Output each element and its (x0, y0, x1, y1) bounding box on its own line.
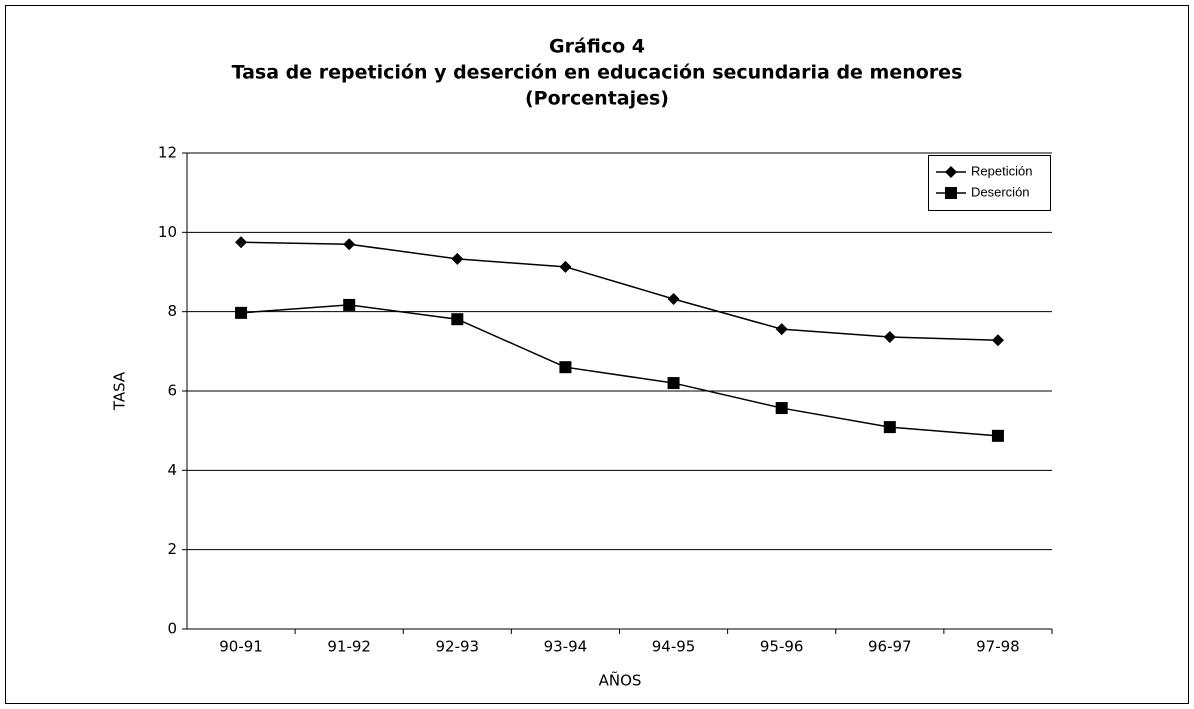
marker (451, 252, 464, 265)
x-tick-label: 93-94 (544, 638, 588, 656)
series-line (241, 304, 998, 437)
series-line (241, 241, 998, 341)
marker (235, 236, 248, 249)
marker (667, 292, 680, 305)
y-tick-label: 0 (167, 620, 177, 638)
marker (775, 323, 788, 336)
chart-title: (Porcentajes) (525, 88, 669, 110)
x-tick-label: 97-98 (976, 638, 1020, 656)
marker (235, 306, 248, 319)
frame (5, 5, 1189, 704)
y-tick-label: 12 (158, 144, 177, 162)
x-tick-label: 95-96 (760, 638, 804, 656)
marker (945, 187, 957, 199)
x-tick-label: 96-97 (868, 638, 912, 656)
legend-label: Repetición (971, 163, 1032, 178)
marker (343, 298, 356, 311)
x-tick-label: 91-92 (327, 638, 371, 656)
marker (667, 377, 680, 390)
y-tick-label: 2 (167, 540, 177, 558)
marker (991, 334, 1004, 347)
marker (991, 429, 1004, 442)
legend: Repetición Deserción (928, 155, 1051, 211)
y-axis-label: TASA (111, 371, 129, 411)
y-tick-label: 8 (167, 302, 177, 320)
x-tick-label: 94-95 (652, 638, 696, 656)
legend-box (928, 155, 1051, 211)
marker (775, 402, 788, 415)
marker (343, 238, 356, 251)
marker (559, 260, 572, 273)
x-axis-label: AÑOS (599, 671, 642, 690)
marker (451, 313, 464, 326)
marker (559, 361, 572, 374)
x-tick-label: 90-91 (219, 638, 263, 656)
chart-title: Gráfico 4 (549, 36, 645, 58)
chart-title: Tasa de repetición y deserción en educac… (232, 62, 963, 84)
y-tick-label: 10 (158, 223, 177, 241)
legend-label: Deserción (971, 184, 1030, 199)
x-tick-label: 92-93 (436, 638, 480, 656)
marker (883, 421, 896, 434)
marker (945, 166, 957, 178)
y-tick-label: 6 (167, 382, 177, 400)
marker (883, 331, 896, 344)
y-tick-label: 4 (167, 461, 177, 479)
